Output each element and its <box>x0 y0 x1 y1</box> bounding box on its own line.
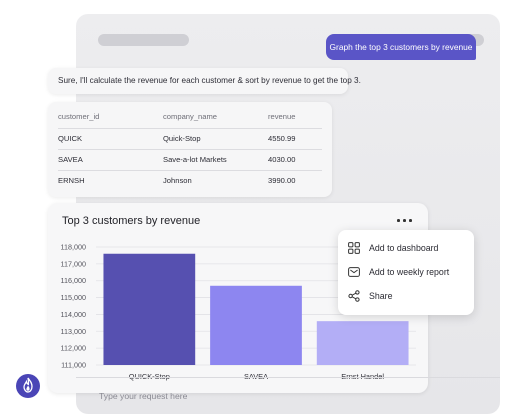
mail-icon <box>348 267 360 277</box>
menu-item-label: Add to weekly report <box>369 267 450 277</box>
table-header-row: customer_id company_name revenue <box>48 107 332 127</box>
table-cell: Quick-Stop <box>163 134 201 143</box>
y-tick-label: 118,000 <box>61 243 86 252</box>
dashboard-grid-icon <box>348 242 360 254</box>
table-row: SAVEA Save-a-lot Markets 4030.00 <box>48 150 332 170</box>
chart-title: Top 3 customers by revenue <box>62 215 201 227</box>
table-row: QUICK Quick-Stop 4550.99 <box>48 129 332 149</box>
table-row: ERNSH Johnson 3990.00 <box>48 171 332 191</box>
table-cell: 4550.99 <box>268 134 296 143</box>
table-cell: Save-a-lot Markets <box>163 155 227 164</box>
row-divider <box>58 149 322 150</box>
row-divider <box>58 170 322 171</box>
y-tick-label: 111,000 <box>61 361 86 370</box>
table-cell: 3990.00 <box>268 176 296 185</box>
table-cell: QUICK <box>58 134 83 143</box>
y-tick-label: 114,000 <box>61 310 86 319</box>
user-message-bubble: Graph the top 3 customers by revenue <box>326 34 476 60</box>
row-divider <box>58 128 322 129</box>
x-tick-label: SAVEA <box>244 372 268 381</box>
bar[interactable] <box>210 285 302 365</box>
bar-chart: 111,000 112,000 113,000 114,000 115,000 116,0… <box>61 243 416 381</box>
share-icon <box>348 290 360 302</box>
column-header: company_name <box>163 112 218 121</box>
menu-item-label: Add to dashboard <box>369 243 439 253</box>
table-cell: 4030.00 <box>268 155 296 164</box>
chart-card: Top 3 customers by revenue 111,000 112,00… <box>48 203 428 393</box>
y-tick-label: 117,000 <box>61 259 86 268</box>
result-table: customer_id company_name revenue QUICK Q… <box>48 102 332 197</box>
x-tick-label: QUICK-Stop <box>129 372 170 381</box>
assistant-message-bubble: Sure, I'll calculate the revenue for eac… <box>48 68 361 94</box>
menu-item-add-to-weekly-report[interactable]: Add to weekly report <box>338 260 474 284</box>
bar[interactable] <box>103 253 196 365</box>
flame-logo-icon <box>23 377 33 393</box>
table-cell: Johnson <box>163 176 192 185</box>
more-dot <box>403 219 406 222</box>
x-tick-label: Ernst Handel <box>341 372 384 381</box>
request-input[interactable]: Type your request here <box>76 377 500 414</box>
window-title-placeholder <box>98 34 189 46</box>
more-options-button[interactable] <box>396 213 414 227</box>
app-logo <box>16 374 40 398</box>
context-menu: Add to dashboard Add to weekly report Sh… <box>338 230 474 315</box>
y-tick-label: 113,000 <box>61 327 86 336</box>
more-dot <box>409 219 412 222</box>
y-tick-label: 116,000 <box>61 276 86 285</box>
y-tick-label: 112,000 <box>61 344 86 353</box>
column-header: customer_id <box>58 112 100 121</box>
table-cell: ERNSH <box>58 176 85 185</box>
column-header: revenue <box>268 112 296 121</box>
input-placeholder: Type your request here <box>99 391 188 401</box>
table-cell: SAVEA <box>58 155 83 164</box>
menu-item-add-to-dashboard[interactable]: Add to dashboard <box>338 236 474 260</box>
menu-item-label: Share <box>369 291 393 301</box>
y-tick-label: 115,000 <box>61 293 86 302</box>
bar[interactable] <box>316 321 409 365</box>
more-dot <box>397 219 400 222</box>
menu-item-share[interactable]: Share <box>338 284 474 308</box>
